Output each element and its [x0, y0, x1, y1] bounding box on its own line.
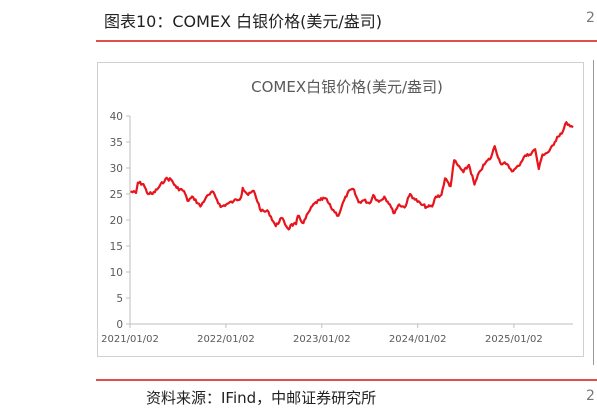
- cropped-text-fragment: 2: [586, 10, 595, 26]
- y-tick-label: 40: [110, 111, 123, 123]
- x-tick-label: 2021/01/02: [101, 334, 159, 345]
- x-tick-label: 2023/01/02: [293, 334, 351, 345]
- series-line: [130, 121, 574, 231]
- side-divider: [593, 60, 594, 365]
- x-tick-label: 2022/01/02: [197, 334, 255, 345]
- y-tick-label: 35: [110, 137, 123, 149]
- y-tick-label: 5: [116, 293, 123, 305]
- source-divider: [96, 379, 597, 381]
- line-chart: COMEX白银价格(美元/盎司) 0 5 10 15 20 25 30 35 40 2021/0…: [101, 78, 574, 345]
- plot-area: [130, 121, 574, 231]
- x-tick-label: 2025/01/02: [485, 334, 543, 345]
- y-tick-label: 25: [110, 189, 123, 201]
- y-tick-label: 20: [110, 215, 123, 227]
- title-divider: [96, 40, 597, 42]
- y-tick-label: 15: [110, 241, 123, 253]
- y-tick-label: 10: [110, 267, 123, 279]
- cropped-text-fragment: 2: [586, 388, 595, 404]
- source-note: 资料来源：IFind，中邮证券研究所: [146, 389, 377, 407]
- y-tick-label: 0: [116, 319, 123, 331]
- chart-title: COMEX白银价格(美元/盎司): [251, 78, 443, 96]
- x-tick-label: 2024/01/02: [389, 334, 447, 345]
- x-axis: 2021/01/02 2022/01/02 2023/01/02 2024/01/02…: [101, 323, 573, 345]
- y-tick-label: 30: [110, 163, 123, 175]
- figure-title: 图表10：COMEX 白银价格(美元/盎司): [104, 12, 382, 31]
- y-axis: 0 5 10 15 20 25 30 35 40: [110, 111, 131, 331]
